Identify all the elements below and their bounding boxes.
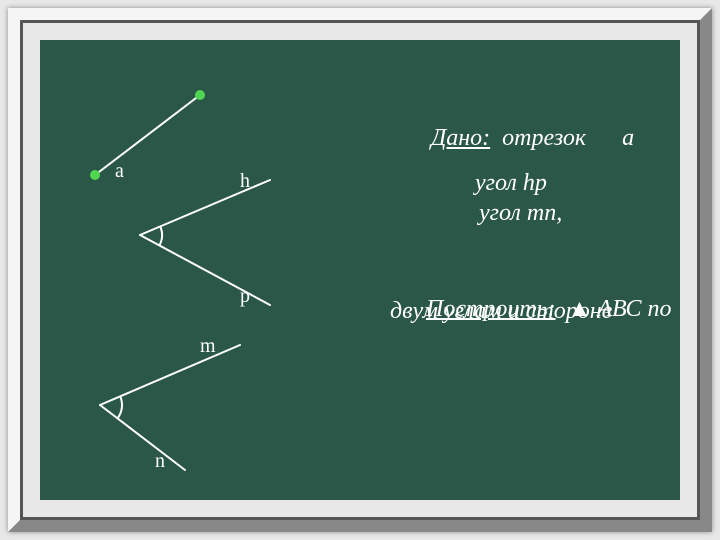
given-line: Дано: отрезок a: [395, 98, 634, 179]
label-m: m: [200, 335, 216, 358]
segment-word: отрезок: [502, 125, 586, 151]
segment-name: a: [622, 125, 634, 151]
given-label: Дано:: [431, 125, 490, 151]
build-line2: двум углам и стороне: [390, 298, 612, 325]
label-a: a: [115, 160, 124, 183]
chalkboard-frame: a h p m n Дано: отрезок a угол hp угол m…: [8, 8, 712, 532]
angle1-text: угол hp: [475, 170, 547, 197]
label-p: p: [240, 285, 250, 308]
angle2-text: угол mn,: [479, 200, 562, 227]
label-n: n: [155, 450, 165, 473]
chalkboard: a h p m n Дано: отрезок a угол hp угол m…: [40, 40, 680, 500]
label-h: h: [240, 170, 250, 193]
